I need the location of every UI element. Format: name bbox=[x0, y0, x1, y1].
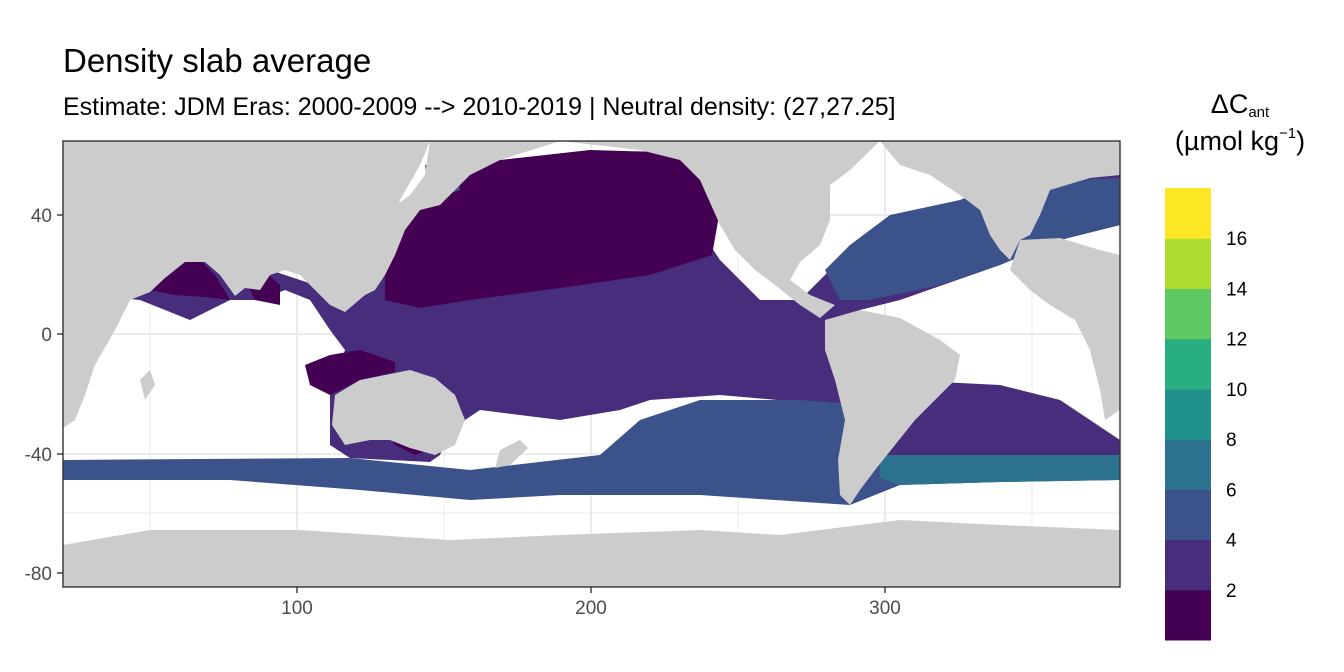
land-asia-east bbox=[320, 141, 560, 300]
legend-swatch bbox=[1165, 288, 1211, 340]
legend-swatch bbox=[1165, 338, 1211, 390]
legend-labels: 2 4 6 8 10 12 14 16 bbox=[1226, 229, 1248, 602]
legend-break-label: 2 bbox=[1226, 581, 1237, 602]
land-africa-west bbox=[1010, 238, 1120, 420]
y-tick-label: -80 bbox=[25, 564, 52, 585]
legend-break-label: 14 bbox=[1226, 279, 1248, 300]
legend-break-label: 10 bbox=[1226, 380, 1247, 401]
legend-swatch bbox=[1165, 238, 1211, 289]
ocean-region bbox=[150, 260, 280, 305]
legend-break-label: 8 bbox=[1226, 430, 1237, 451]
legend-subscript: ant bbox=[1248, 104, 1270, 121]
legend-swatch bbox=[1165, 188, 1211, 239]
land-south-america bbox=[825, 310, 960, 505]
legend-break-label: 4 bbox=[1226, 531, 1237, 552]
x-tick-label: 200 bbox=[575, 598, 607, 619]
legend-color-bar bbox=[1165, 188, 1211, 641]
x-tick-label: 100 bbox=[281, 598, 313, 619]
legend-swatch bbox=[1165, 439, 1211, 490]
x-tick-label: 300 bbox=[869, 598, 901, 619]
legend-break-label: 12 bbox=[1226, 330, 1247, 351]
legend-symbol: ΔC bbox=[1210, 89, 1249, 119]
land-africa-eurasia bbox=[63, 141, 430, 428]
land-alaska-north-america bbox=[560, 141, 880, 318]
chart-title: Density slab average bbox=[63, 42, 372, 79]
land-madagascar bbox=[140, 370, 155, 400]
land-antarctica bbox=[63, 520, 1120, 587]
y-tick-label: -40 bbox=[25, 445, 52, 466]
ocean-region bbox=[880, 455, 1120, 485]
legend-swatch bbox=[1165, 388, 1211, 440]
map-layer bbox=[63, 141, 1120, 587]
legend-swatch bbox=[1165, 539, 1211, 591]
legend-unit-prefix: (µmol kg bbox=[1174, 126, 1279, 157]
land bbox=[63, 141, 1120, 587]
legend-swatch bbox=[1165, 589, 1211, 641]
axis-ticks bbox=[57, 214, 886, 593]
y-tick-label: 40 bbox=[31, 206, 52, 227]
y-tick-label: 0 bbox=[41, 325, 52, 346]
land-australia bbox=[332, 370, 465, 455]
legend-swatch bbox=[1165, 489, 1211, 541]
chart-subtitle: Estimate: JDM Eras: 2000-2009 --> 2010-2… bbox=[63, 93, 896, 121]
legend-break-label: 16 bbox=[1226, 229, 1247, 250]
ocean-region bbox=[825, 178, 1120, 300]
ocean-region bbox=[305, 350, 430, 455]
land-new-zealand bbox=[495, 440, 528, 468]
land-greenland-europe bbox=[880, 141, 1120, 260]
legend-title: ΔCant (µmol kg−1) bbox=[1160, 86, 1320, 160]
legend-unit-suffix: ) bbox=[1296, 126, 1306, 157]
legend-break-label: 6 bbox=[1226, 480, 1237, 501]
legend-unit-exp: −1 bbox=[1278, 125, 1297, 143]
ocean-region bbox=[385, 150, 720, 308]
